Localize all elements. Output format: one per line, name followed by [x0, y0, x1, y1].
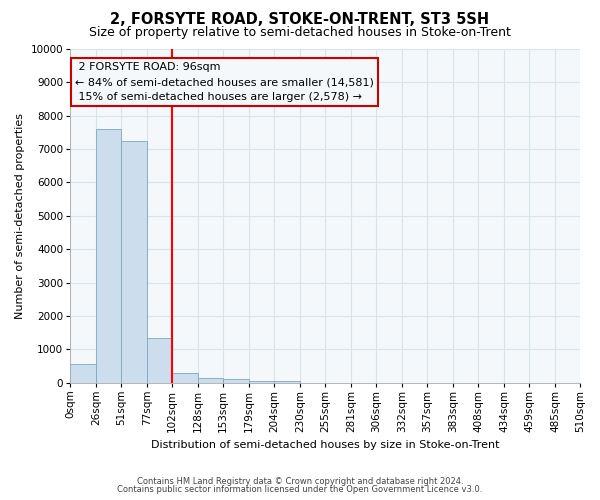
Text: Contains HM Land Registry data © Crown copyright and database right 2024.: Contains HM Land Registry data © Crown c… [137, 477, 463, 486]
Bar [249, 380, 274, 382]
Bar [147, 338, 172, 382]
Text: 2, FORSYTE ROAD, STOKE-ON-TRENT, ST3 5SH: 2, FORSYTE ROAD, STOKE-ON-TRENT, ST3 5SH [110, 12, 490, 26]
Y-axis label: Number of semi-detached properties: Number of semi-detached properties [15, 113, 25, 319]
X-axis label: Distribution of semi-detached houses by size in Stoke-on-Trent: Distribution of semi-detached houses by … [151, 440, 499, 450]
Text: Size of property relative to semi-detached houses in Stoke-on-Trent: Size of property relative to semi-detach… [89, 26, 511, 39]
Bar [198, 378, 223, 382]
Bar [96, 129, 121, 382]
Bar [172, 374, 198, 382]
Bar [70, 364, 96, 382]
Text: Contains public sector information licensed under the Open Government Licence v3: Contains public sector information licen… [118, 485, 482, 494]
Bar [274, 381, 300, 382]
Text: 2 FORSYTE ROAD: 96sqm 
← 84% of semi-detached houses are smaller (14,581)
 15% o: 2 FORSYTE ROAD: 96sqm ← 84% of semi-deta… [75, 62, 374, 102]
Bar [223, 380, 249, 382]
Bar [121, 140, 147, 382]
